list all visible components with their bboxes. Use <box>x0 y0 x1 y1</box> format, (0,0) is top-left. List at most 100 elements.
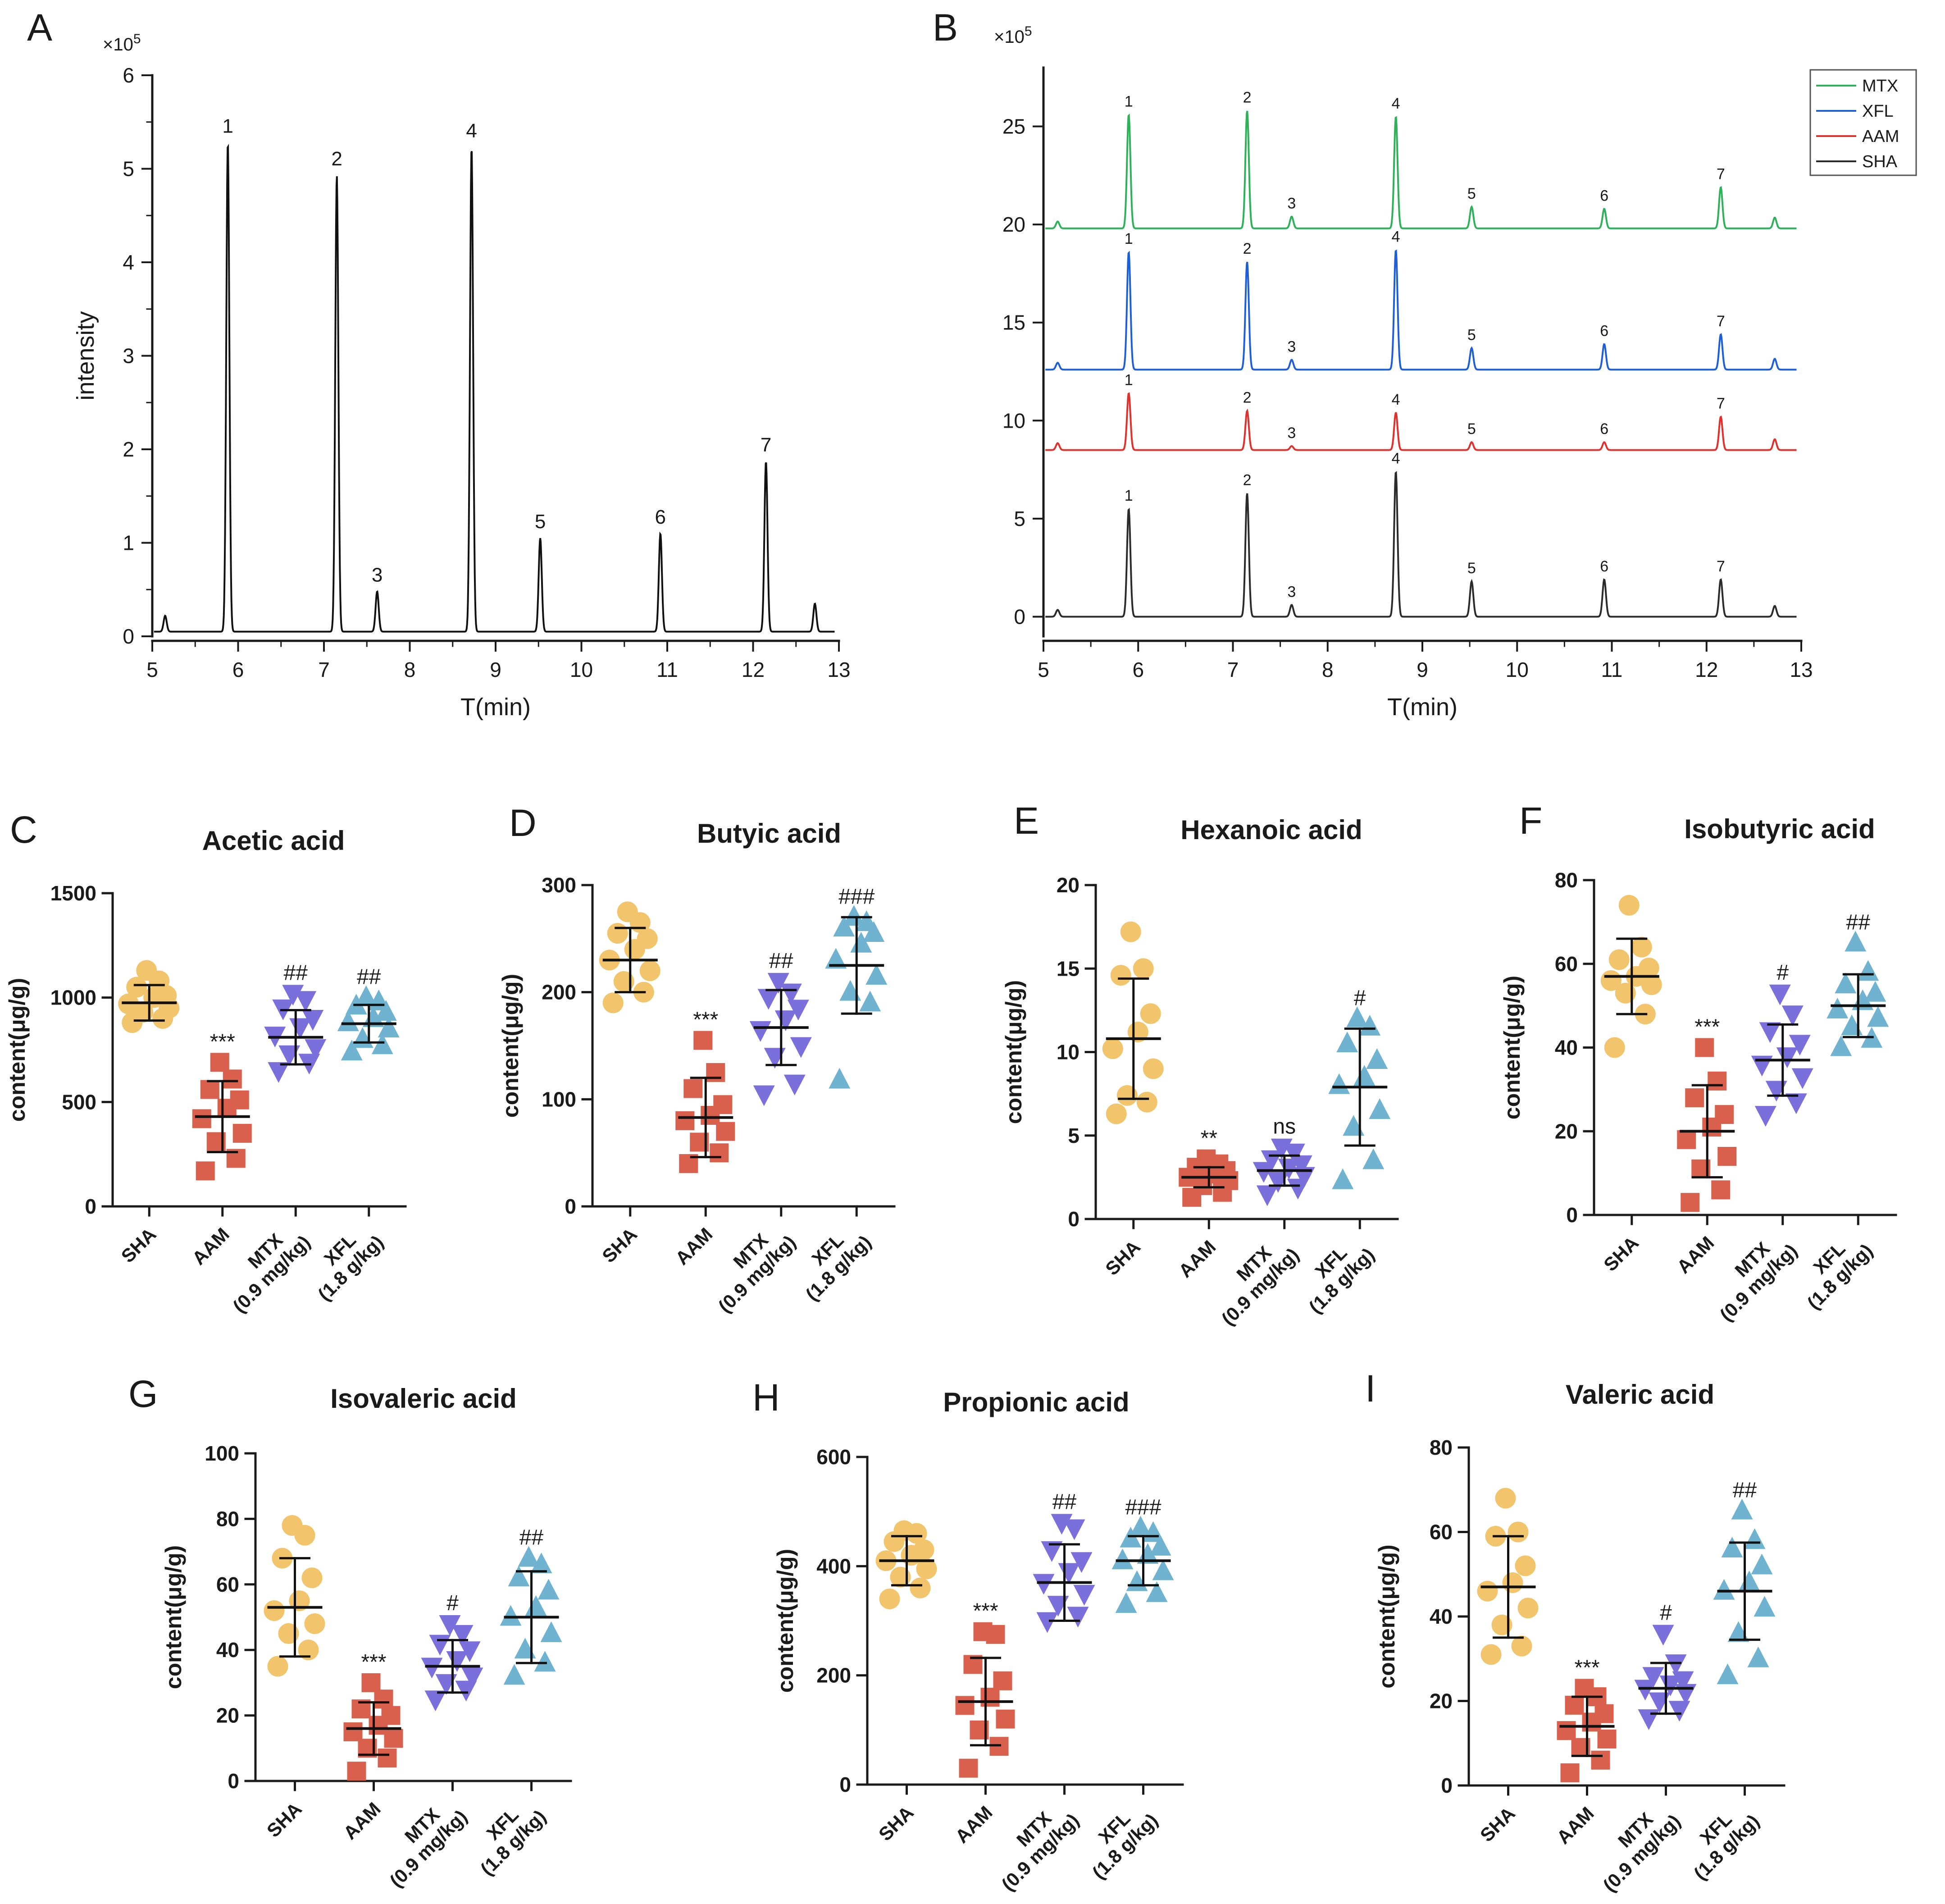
data-point <box>1126 1570 1148 1591</box>
data-point <box>1293 1167 1315 1188</box>
x-tick-label-line: SHA <box>1101 1236 1144 1279</box>
group-xfl: XFL(1.8 g/kg) ## <box>1803 910 1889 1314</box>
data-point <box>859 991 881 1012</box>
data-point <box>833 916 855 937</box>
data-point <box>264 1600 285 1621</box>
group-xfl: XFL(1.8 g/kg) ## <box>476 1526 562 1880</box>
trace-aam: 1 2 3 4 5 6 7 <box>1045 371 1797 451</box>
x-tick-label: 6 <box>1132 658 1144 681</box>
data-point <box>1197 1149 1216 1169</box>
x-tick-label: 13 <box>1790 658 1813 681</box>
group-aam: AAM *** <box>1673 1015 1737 1278</box>
data-point <box>1120 921 1141 942</box>
peak-label: 5 <box>1467 560 1476 577</box>
x-tick-label: AAM <box>339 1798 385 1844</box>
data-point <box>1283 1143 1305 1164</box>
x-tick-label: MTX(0.9 mg/kg) <box>1701 1225 1801 1325</box>
x-tick-label-line: SHA <box>598 1224 641 1267</box>
group-mtx: MTX(0.9 mg/kg) ns <box>1217 1115 1315 1329</box>
x-tick-label: 10 <box>570 658 593 681</box>
data-point <box>1041 1541 1063 1562</box>
x-tick-label-line: AAM <box>951 1802 997 1847</box>
group-sha: SHA <box>1599 895 1662 1275</box>
data-point <box>1754 1596 1776 1617</box>
peak-label: 7 <box>1717 313 1725 330</box>
data-point <box>753 1085 775 1106</box>
data-point <box>1073 1584 1095 1606</box>
x-tick-label: 11 <box>1601 658 1623 681</box>
x-tick-label-line: SHA <box>117 1224 160 1267</box>
legend-label-mtx: MTX <box>1862 77 1898 96</box>
data-point <box>602 992 624 1014</box>
peak-label: 5 <box>535 511 546 533</box>
panel-label-a: A <box>27 6 52 49</box>
data-point <box>1362 1148 1385 1169</box>
x-tick-label-line: AAM <box>1673 1232 1718 1278</box>
group-sha: SHA <box>117 960 180 1267</box>
y-tick-label: 0 <box>1441 1774 1453 1797</box>
data-point <box>1508 1521 1529 1543</box>
data-point <box>1652 1625 1674 1646</box>
data-point <box>1681 1193 1700 1212</box>
significance-mark: *** <box>361 1650 386 1674</box>
y-tick-label: 1 <box>123 531 134 555</box>
data-point <box>1835 973 1857 994</box>
panel-label-f: F <box>1519 799 1542 842</box>
data-point <box>530 1552 552 1574</box>
legend-box <box>1809 69 1917 176</box>
data-point <box>767 973 789 994</box>
data-point <box>959 1758 978 1778</box>
data-point <box>1638 1709 1660 1730</box>
x-tick-label: AAM <box>188 1224 233 1269</box>
x-tick-label: MTX(0.9 mg/kg) <box>214 1216 314 1317</box>
x-tick-label: SHA <box>875 1802 918 1845</box>
data-point <box>1711 1180 1731 1200</box>
y-tick-label: 10 <box>1057 1041 1080 1064</box>
chart-title: Hexanoic acid <box>1180 815 1362 845</box>
y-multiplier-exponent: 5 <box>1025 24 1032 39</box>
x-tick-label: 12 <box>1695 658 1718 681</box>
y-tick-label: 15 <box>1057 957 1080 980</box>
significance-mark: ### <box>1125 1496 1161 1520</box>
data-point <box>1517 1598 1539 1619</box>
peak-label: 7 <box>761 434 771 456</box>
peak-label: 1 <box>222 115 233 137</box>
x-tick-label: 11 <box>656 658 678 681</box>
data-point <box>1641 974 1662 995</box>
data-point <box>1328 1073 1350 1094</box>
group-sha: SHA <box>1476 1488 1539 1846</box>
significance-mark: # <box>1354 986 1366 1010</box>
data-point <box>1608 949 1630 970</box>
group-aam: AAM *** <box>339 1650 403 1844</box>
chart-panel-i: I Valeric acid 0 20 40 60 80 content(μg/g) SHA AA… <box>1365 1367 1786 1896</box>
group-aam: AAM *** <box>1553 1656 1617 1848</box>
significance-mark: # <box>1660 1601 1672 1625</box>
peak-label: 2 <box>1243 240 1252 257</box>
data-point <box>126 977 147 998</box>
data-point <box>1665 1654 1687 1676</box>
data-point <box>1058 1563 1080 1584</box>
significance-mark: *** <box>210 1030 235 1054</box>
data-point <box>1332 1168 1354 1189</box>
significance-mark: *** <box>1574 1656 1599 1680</box>
data-point <box>1143 1058 1164 1079</box>
data-point <box>993 1671 1012 1690</box>
peak-label: 1 <box>1125 230 1133 247</box>
data-point <box>500 1605 522 1626</box>
data-point <box>1115 1592 1137 1613</box>
data-point <box>1343 1115 1365 1136</box>
x-tick-label: SHA <box>598 1224 641 1267</box>
peak-label: 3 <box>1287 195 1296 212</box>
data-point <box>1731 1498 1753 1520</box>
data-point <box>825 948 847 969</box>
y-tick-label: 200 <box>816 1664 851 1687</box>
data-point <box>439 1615 461 1636</box>
data-point <box>675 1111 695 1130</box>
data-point <box>683 1079 703 1098</box>
data-point <box>347 1762 366 1781</box>
panel-label-g: G <box>128 1373 158 1415</box>
data-point <box>232 1123 252 1143</box>
panel-label-h: H <box>752 1376 780 1419</box>
